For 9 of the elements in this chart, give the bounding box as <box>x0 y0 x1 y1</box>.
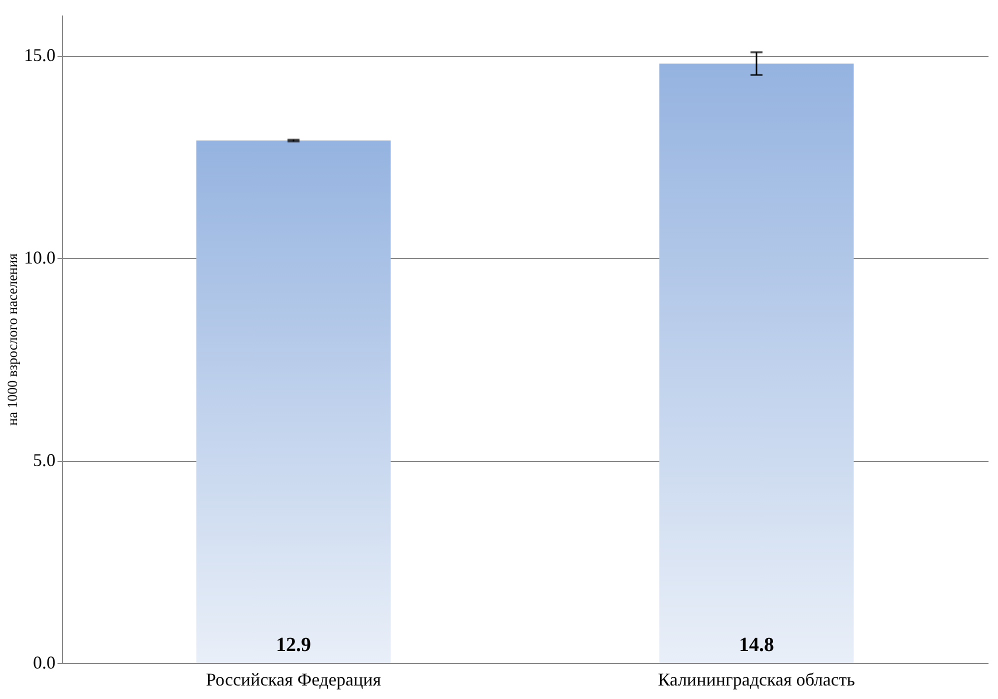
x-tick-label: Калининградская область <box>658 670 855 690</box>
x-tick-label: Российская Федерация <box>206 670 382 690</box>
y-tick-label: 0.0 <box>33 652 56 672</box>
y-tick-label: 5.0 <box>33 450 56 470</box>
data-label: 12.9 <box>276 634 311 656</box>
y-tick-label: 10.0 <box>24 248 56 268</box>
y-tick-label: 15.0 <box>24 45 56 65</box>
data-label: 14.8 <box>739 634 774 656</box>
y-axis-title: на 1000 взрослого населения <box>6 252 21 426</box>
